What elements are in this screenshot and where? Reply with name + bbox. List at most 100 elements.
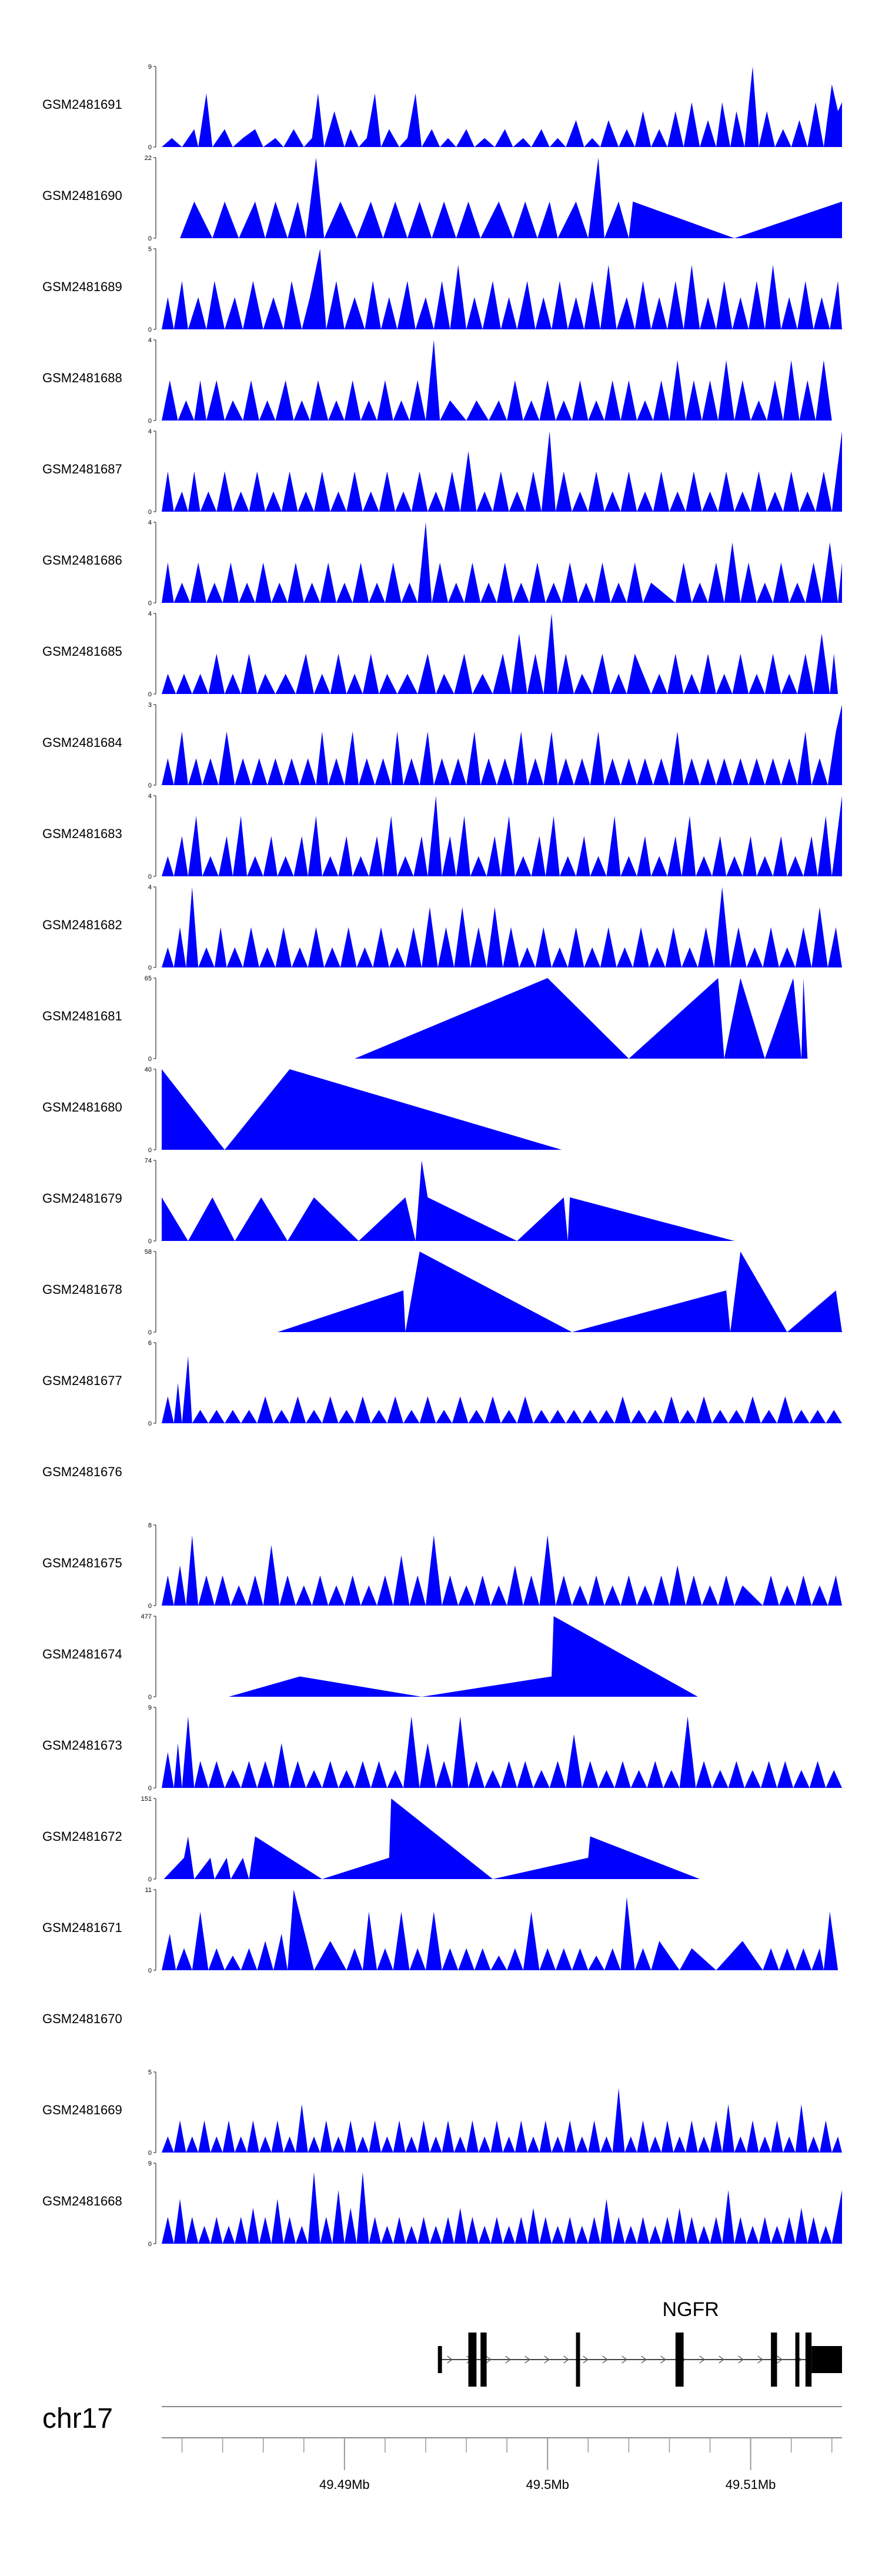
track-label: GSM2481687 (42, 462, 122, 476)
coverage-area (162, 796, 842, 876)
track-label: GSM2481682 (42, 917, 122, 932)
track: GSM2481684 3 0 (42, 702, 842, 789)
track-label: GSM2481675 (42, 1556, 122, 1570)
exon (795, 2333, 800, 2387)
track-label: GSM2481683 (42, 826, 122, 841)
axis-tick-label: 49.5Mb (526, 2477, 569, 2492)
strand-arrow (660, 2355, 666, 2364)
y-max-label: 65 (145, 975, 152, 982)
gene-name-label: NGFR (663, 2298, 719, 2321)
track: GSM2481670 (42, 2011, 122, 2026)
y-max-label: 151 (141, 1796, 152, 1803)
track-label: GSM2481672 (42, 1829, 122, 1844)
strand-arrow (602, 2355, 608, 2364)
track: GSM2481671 11 0 (42, 1887, 838, 1974)
track: GSM2481674 477 0 (42, 1613, 698, 1701)
axis-tick-label: 49.49Mb (319, 2477, 370, 2492)
y-max-label: 40 (145, 1066, 152, 1073)
track-label: GSM2481671 (42, 1920, 122, 1935)
track-label: GSM2481685 (42, 644, 122, 659)
y-max-label: 8 (148, 1522, 152, 1529)
track: GSM2481686 4 0 (42, 519, 842, 607)
coverage-area (162, 431, 842, 512)
y-max-label: 4 (148, 793, 152, 800)
y-zero-label: 0 (148, 1329, 152, 1336)
track: GSM2481691 9 0 (42, 64, 842, 151)
coverage-area (162, 1160, 734, 1241)
y-max-label: 58 (145, 1249, 152, 1256)
y-zero-label: 0 (148, 509, 152, 516)
exon (480, 2333, 487, 2387)
y-zero-label: 0 (148, 1056, 152, 1063)
y-max-label: 4 (148, 428, 152, 435)
coverage-area (229, 1616, 698, 1697)
exon (811, 2346, 842, 2373)
strand-arrow (699, 2355, 705, 2364)
y-zero-label: 0 (148, 418, 152, 425)
coverage-area (162, 613, 838, 694)
track-label: GSM2481677 (42, 1373, 122, 1388)
y-zero-label: 0 (148, 1967, 152, 1974)
y-zero-label: 0 (148, 873, 152, 880)
y-zero-label: 0 (148, 1603, 152, 1610)
track: GSM2481690 22 0 (42, 155, 843, 242)
y-zero-label: 0 (148, 2241, 152, 2248)
strand-arrow (447, 2355, 453, 2364)
coverage-area (162, 249, 842, 329)
genome-axis: chr17 49.49Mb 49.5Mb 49.51Mb (42, 2403, 842, 2492)
track-label: GSM2481670 (42, 2011, 122, 2026)
track-label: GSM2481689 (42, 279, 122, 294)
y-zero-label: 0 (148, 1420, 152, 1427)
exon (805, 2333, 812, 2387)
track-label: GSM2481681 (42, 1009, 122, 1023)
coverage-area (162, 1890, 838, 1970)
coverage-area (162, 1069, 562, 1150)
track-label: GSM2481679 (42, 1191, 122, 1206)
y-zero-label: 0 (148, 691, 152, 698)
y-zero-label: 0 (148, 235, 152, 242)
track-label: GSM2481669 (42, 2103, 122, 2117)
coverage-area (162, 2088, 842, 2153)
track-label: GSM2481691 (42, 97, 122, 112)
y-max-label: 4 (148, 610, 152, 618)
track: GSM2481672 151 0 (42, 1796, 700, 1883)
chromosome-label: chr17 (42, 2403, 113, 2434)
y-max-label: 11 (145, 1887, 152, 1894)
track: GSM2481687 4 0 (42, 428, 842, 516)
y-max-label: 477 (141, 1613, 152, 1620)
exon (771, 2333, 777, 2387)
y-max-label: 9 (148, 64, 152, 71)
track-label: GSM2481678 (42, 1282, 122, 1297)
coverage-area (162, 887, 842, 967)
strand-arrow (738, 2355, 744, 2364)
strand-arrow (719, 2355, 724, 2364)
coverage-area (162, 340, 832, 421)
y-zero-label: 0 (148, 326, 152, 333)
track: GSM2481677 6 0 (42, 1340, 842, 1427)
y-max-label: 4 (148, 884, 152, 891)
y-zero-label: 0 (148, 1238, 152, 1245)
track-label: GSM2481680 (42, 1100, 122, 1115)
coverage-area (162, 2172, 842, 2244)
gene-track: NGFR (437, 2298, 842, 2387)
track-label: GSM2481684 (42, 735, 122, 750)
track: GSM2481668 9 0 (42, 2160, 842, 2248)
exon (437, 2346, 442, 2373)
strand-arrow (622, 2355, 627, 2364)
y-zero-label: 0 (148, 600, 152, 607)
coverage-tracks: GSM248169190GSM2481690220GSM248168950GSM… (42, 64, 843, 2248)
track: GSM2481685 4 0 (42, 610, 838, 698)
track: GSM2481676 (42, 1464, 122, 1479)
exon (468, 2333, 477, 2387)
track-label: GSM2481668 (42, 2194, 122, 2208)
y-max-label: 4 (148, 337, 152, 344)
y-max-label: 6 (148, 1340, 152, 1347)
y-max-label: 5 (148, 246, 152, 253)
y-zero-label: 0 (148, 144, 152, 151)
track: GSM2481681 65 0 (42, 975, 808, 1063)
strand-arrow (641, 2355, 647, 2364)
track: GSM2481689 5 0 (42, 246, 842, 333)
y-zero-label: 0 (148, 1694, 152, 1701)
track: GSM2481680 40 0 (42, 1066, 562, 1154)
